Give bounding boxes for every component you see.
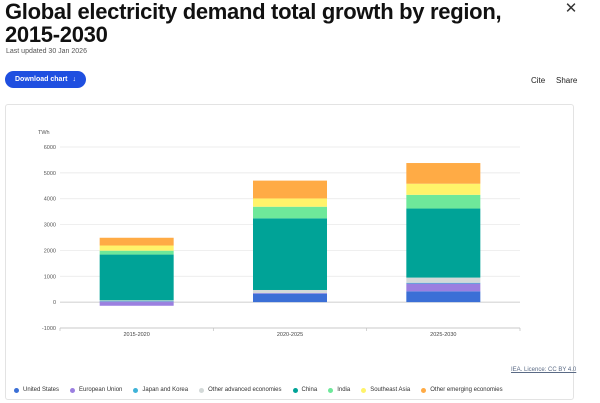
share-button[interactable]: Share (556, 76, 578, 85)
y-tick-label: 5000 (44, 171, 56, 177)
bar-segment-southeast-asia (406, 183, 481, 195)
y-tick-label: 1000 (44, 274, 56, 280)
download-chart-button[interactable]: Download chart ↓ (5, 71, 86, 88)
bar-segment-southeast-asia (253, 198, 327, 207)
legend-item[interactable]: China (292, 387, 318, 393)
license-link[interactable]: IEA. Licence: CC BY 4.0 (511, 367, 577, 373)
legend-item[interactable]: Southeast Asia (361, 387, 410, 393)
bar-segment-european-union (253, 293, 327, 294)
bar-segment-other-advanced-economies (99, 300, 174, 302)
bar-segment-other-emerging-economies (253, 180, 327, 199)
legend-swatch (70, 387, 76, 393)
bar-segment-other-emerging-economies (99, 237, 174, 246)
bar-segment-united-states (253, 293, 327, 303)
legend-label: India (337, 387, 351, 393)
legend-label: European Union (79, 387, 123, 393)
cite-button[interactable]: Cite (531, 76, 546, 85)
download-chart-label: Download chart (15, 76, 68, 83)
legend-swatch (328, 387, 334, 393)
legend-item[interactable]: Other emerging economies (421, 387, 503, 393)
bar-segment-china (406, 208, 481, 278)
x-tick-label: 2025-2030 (430, 332, 456, 338)
legend-item[interactable]: United States (14, 387, 59, 393)
close-icon[interactable]: ✕ (564, 0, 578, 17)
legend-label: Southeast Asia (370, 387, 411, 393)
legend-label: United States (23, 387, 60, 393)
legend-swatch (199, 387, 205, 393)
chart-title: Global electricity demand total growth b… (5, 0, 502, 47)
x-tick-label: 2015-2020 (124, 332, 150, 338)
arrow-down-icon: ↓ (72, 76, 76, 83)
bar-segment-united-states (406, 291, 481, 303)
y-tick-label: 3000 (44, 223, 56, 229)
last-updated: Last updated 30 Jan 2026 (6, 48, 87, 55)
legend-swatch (14, 387, 19, 393)
bar-segment-india (253, 206, 327, 219)
y-tick-label: 6000 (44, 145, 56, 151)
bar-segment-southeast-asia (99, 245, 174, 251)
y-axis-unit: TWh (38, 130, 50, 136)
y-tick-label: 2000 (44, 248, 56, 254)
bar-segment-china (99, 254, 174, 301)
bar-segment-other-emerging-economies (406, 163, 481, 184)
y-tick-label: -1000 (42, 326, 56, 332)
legend-item[interactable]: India (328, 387, 350, 393)
bar-segment-united-states (99, 301, 174, 303)
bar-segment-india (406, 194, 481, 209)
bar-segment-india (99, 250, 174, 255)
legend-label: Other advanced economies (208, 387, 282, 393)
y-tick-label: 0 (53, 300, 56, 306)
legend-swatch (361, 387, 367, 393)
legend-label: Other emerging economies (430, 387, 503, 393)
chart-legend: United States European Union Japan and Kor… (14, 387, 503, 393)
legend-swatch (292, 387, 298, 393)
legend-swatch (421, 387, 427, 393)
legend-label: China (301, 387, 318, 393)
legend-item[interactable]: Other advanced economies (199, 387, 282, 393)
legend-label: Japan and Korea (142, 387, 189, 393)
bar-segment-european-union (406, 283, 481, 292)
bar-segment-european-union (99, 302, 174, 306)
legend-item[interactable]: Japan and Korea (133, 387, 188, 393)
legend-swatch (133, 387, 139, 393)
bar-segment-other-advanced-economies (406, 277, 481, 283)
bar-segment-japan-and-korea (406, 282, 481, 284)
chart-card (5, 104, 574, 400)
x-tick-label: 2020-2025 (277, 332, 303, 338)
bar-segment-china (253, 218, 327, 290)
legend-item[interactable]: European Union (70, 387, 122, 393)
y-tick-label: 4000 (44, 197, 56, 203)
bar-segment-other-advanced-economies (253, 289, 327, 294)
